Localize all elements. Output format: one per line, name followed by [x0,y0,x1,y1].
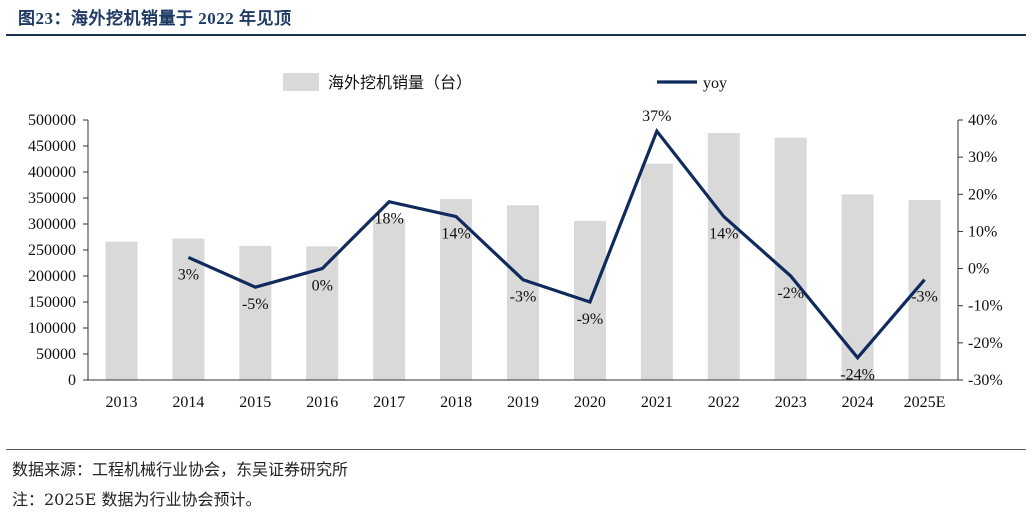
y-left-tick-label: 450000 [28,138,76,155]
footer-rule [6,449,1026,450]
bar-2019 [507,205,539,380]
x-tick-label-2020: 2020 [574,394,606,411]
y-left-tick-label: 250000 [28,242,76,259]
yoy-data-label-2018: 14% [441,226,470,243]
y-left-tick-label: 50000 [36,346,76,363]
x-tick-label-2025E: 2025E [904,394,946,411]
bar-2015 [239,245,272,380]
yoy-data-label-2022: 14% [709,226,738,243]
yoy-data-label-2020: -9% [577,311,604,328]
title-rule [6,34,1026,36]
bar-2018 [440,199,473,380]
y-left-tick-label: 300000 [28,216,76,233]
x-tick-label-2022: 2022 [708,394,740,411]
y-right-tick-label: 10% [968,223,997,240]
yoy-data-label-2017: 18% [374,211,403,228]
x-tick-label-2014: 2014 [172,394,204,411]
yoy-data-label-2024: -24% [840,367,875,384]
y-left-tick-label: 350000 [28,190,76,207]
source-note: 数据来源：工程机械行业协会，东吴证券研究所 [12,460,349,479]
y-right-tick-label: 40% [968,112,997,129]
x-tick-label-2017: 2017 [373,394,405,411]
x-tick-label-2016: 2016 [306,394,338,411]
x-tick-label-2023: 2023 [775,394,807,411]
y-left-tick-label: 100000 [28,320,76,337]
legend-label-yoy: yoy [703,75,727,92]
x-tick-label-2021: 2021 [641,394,673,411]
yoy-data-label-2025E: -3% [911,289,938,306]
bar-2013 [105,241,138,380]
yoy-data-label-2021: 37% [642,108,671,125]
legend-swatch-bars [283,73,319,91]
x-tick-label-2015: 2015 [239,394,271,411]
footnote: 注：2025E 数据为行业协会预计。 [12,490,262,509]
bar-2024 [841,194,874,380]
x-tick-label-2013: 2013 [105,394,137,411]
x-tick-label-2024: 2024 [842,394,874,411]
y-right-tick-label: 20% [968,186,997,203]
y-right-tick-label: 0% [968,261,989,278]
y-left-tick-label: 200000 [28,268,76,285]
y-right-tick-label: 30% [968,149,997,166]
yoy-data-label-2016: 0% [312,278,333,295]
bar-2014 [172,238,205,380]
x-tick-label-2019: 2019 [507,394,539,411]
y-right-tick-label: -20% [968,335,1003,352]
bar-2022 [707,133,740,380]
y-left-tick-label: 150000 [28,294,76,311]
yoy-line [187,127,926,361]
yoy-data-label-2015: -5% [242,296,269,313]
legend-label-bars: 海外挖机销量（台） [328,74,472,92]
y-right-tick-label: -30% [968,372,1003,389]
x-tick-label-2018: 2018 [440,394,472,411]
bar-2017 [373,218,406,380]
yoy-data-label-2019: -3% [510,289,537,306]
bar-2023 [774,137,807,380]
figure-title: 图23：海外挖机销量于 2022 年见顶 [18,9,292,28]
bar-2021 [640,163,673,380]
y-right-tick-label: -10% [968,298,1003,315]
yoy-data-label-2014: 3% [178,266,199,283]
y-left-tick-label: 400000 [28,164,76,181]
yoy-data-label-2023: -2% [777,285,804,302]
y-left-tick-label: 500000 [28,112,76,129]
y-left-tick-label: 0 [68,372,76,389]
